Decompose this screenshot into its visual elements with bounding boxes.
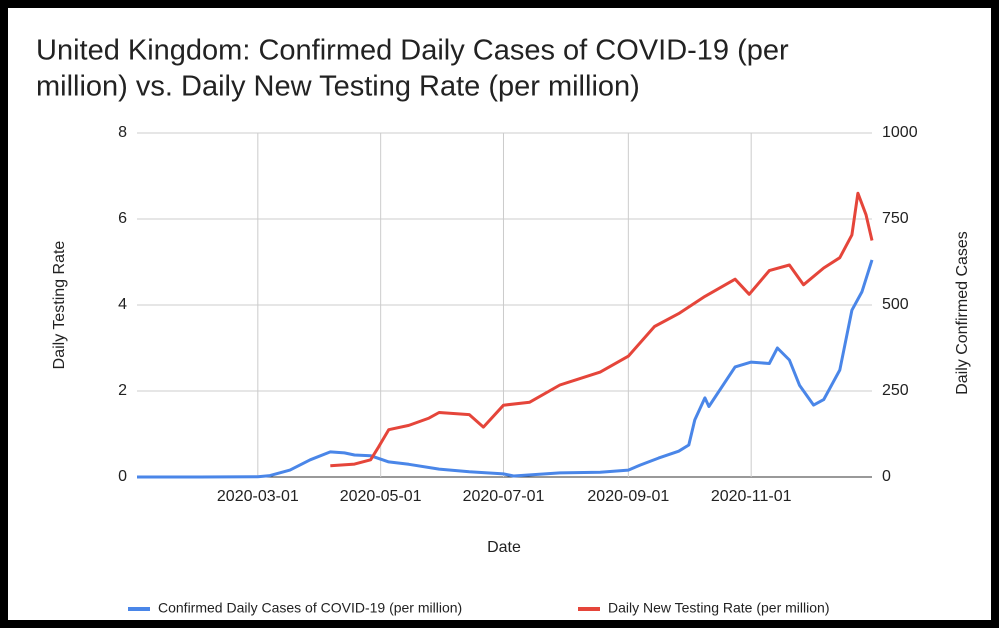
y2-tick-label: 500 <box>882 296 909 313</box>
y2-tick-label: 1000 <box>882 124 918 141</box>
y-tick-label: 0 <box>118 468 127 485</box>
legend-label: Daily New Testing Rate (per million) <box>608 600 829 616</box>
x-tick-label: 2020-09-01 <box>587 488 669 505</box>
y-tick-label: 4 <box>118 296 127 313</box>
y-axis-label: Daily Testing Rate <box>51 241 68 370</box>
y2-axis-label: Daily Confirmed Cases <box>954 231 971 395</box>
x-tick-label: 2020-05-01 <box>340 488 422 505</box>
series-line <box>137 259 874 479</box>
x-tick-label: 2020-11-01 <box>711 488 792 505</box>
x-tick-label: 2020-03-01 <box>217 488 299 505</box>
y-tick-label: 2 <box>118 382 127 399</box>
x-tick-label: 2020-07-01 <box>463 488 545 505</box>
x-axis-label: Date <box>487 539 521 556</box>
chart-title: United Kingdom: Confirmed Daily Cases of… <box>36 35 789 67</box>
y2-tick-label: 0 <box>882 468 891 485</box>
legend-label: Confirmed Daily Cases of COVID-19 (per m… <box>158 600 462 616</box>
y2-tick-label: 250 <box>882 382 909 399</box>
chart-title: million) vs. Daily New Testing Rate (per… <box>36 71 640 103</box>
y-tick-label: 8 <box>118 124 127 141</box>
y-tick-label: 6 <box>118 210 127 227</box>
y2-tick-label: 750 <box>882 210 909 227</box>
series-line <box>330 191 874 468</box>
